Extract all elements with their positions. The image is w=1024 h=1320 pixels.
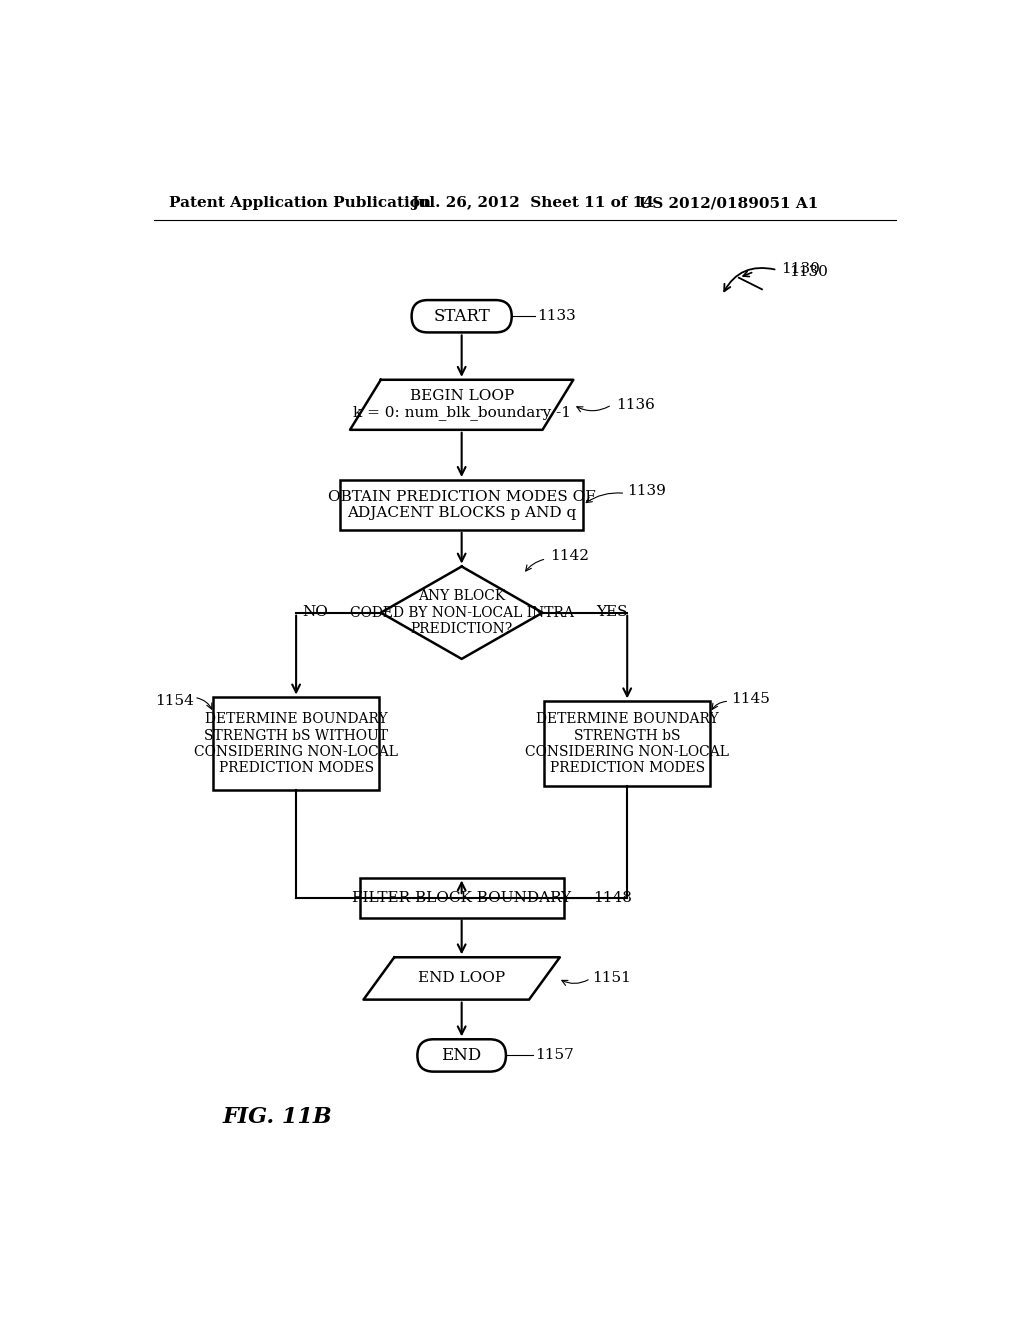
Text: 1139: 1139 — [628, 484, 667, 498]
Text: YES: YES — [596, 605, 628, 619]
Text: Jul. 26, 2012  Sheet 11 of 14: Jul. 26, 2012 Sheet 11 of 14 — [412, 197, 654, 210]
Text: 1148: 1148 — [593, 891, 632, 904]
Polygon shape — [350, 380, 573, 430]
Text: 1130: 1130 — [788, 265, 827, 280]
Bar — [359, 878, 563, 917]
Text: 1142: 1142 — [550, 549, 589, 564]
Text: 1136: 1136 — [615, 397, 654, 412]
Text: 1154: 1154 — [156, 694, 195, 709]
Text: 1151: 1151 — [592, 972, 631, 986]
Text: END LOOP: END LOOP — [418, 972, 505, 986]
Text: START: START — [433, 308, 490, 325]
FancyBboxPatch shape — [418, 1039, 506, 1072]
Text: DETERMINE BOUNDARY
STRENGTH bS
CONSIDERING NON-LOCAL
PREDICTION MODES: DETERMINE BOUNDARY STRENGTH bS CONSIDERI… — [525, 713, 729, 775]
Text: 1145: 1145 — [731, 692, 770, 706]
Bar — [340, 480, 583, 529]
Text: Patent Application Publication: Patent Application Publication — [169, 197, 431, 210]
Text: FIG. 11B: FIG. 11B — [223, 1106, 333, 1129]
Text: 1133: 1133 — [538, 309, 575, 323]
Text: NO: NO — [302, 605, 329, 619]
Text: ANY BLOCK
CODED BY NON-LOCAL INTRA
PREDICTION?: ANY BLOCK CODED BY NON-LOCAL INTRA PREDI… — [350, 590, 573, 636]
Text: END: END — [441, 1047, 481, 1064]
FancyBboxPatch shape — [412, 300, 512, 333]
Text: 1130: 1130 — [781, 261, 820, 276]
Polygon shape — [364, 957, 560, 999]
Text: BEGIN LOOP
k = 0: num_blk_boundary -1: BEGIN LOOP k = 0: num_blk_boundary -1 — [352, 389, 570, 420]
Text: OBTAIN PREDICTION MODES OF
ADJACENT BLOCKS p AND q: OBTAIN PREDICTION MODES OF ADJACENT BLOC… — [328, 490, 596, 520]
Text: 1157: 1157 — [536, 1048, 573, 1063]
Polygon shape — [381, 566, 543, 659]
Text: DETERMINE BOUNDARY
STRENGTH bS WITHOUT
CONSIDERING NON-LOCAL
PREDICTION MODES: DETERMINE BOUNDARY STRENGTH bS WITHOUT C… — [195, 713, 398, 775]
Text: FILTER BLOCK BOUNDARY: FILTER BLOCK BOUNDARY — [352, 891, 571, 904]
Bar — [545, 701, 710, 785]
Bar — [213, 697, 379, 789]
Text: US 2012/0189051 A1: US 2012/0189051 A1 — [639, 197, 818, 210]
